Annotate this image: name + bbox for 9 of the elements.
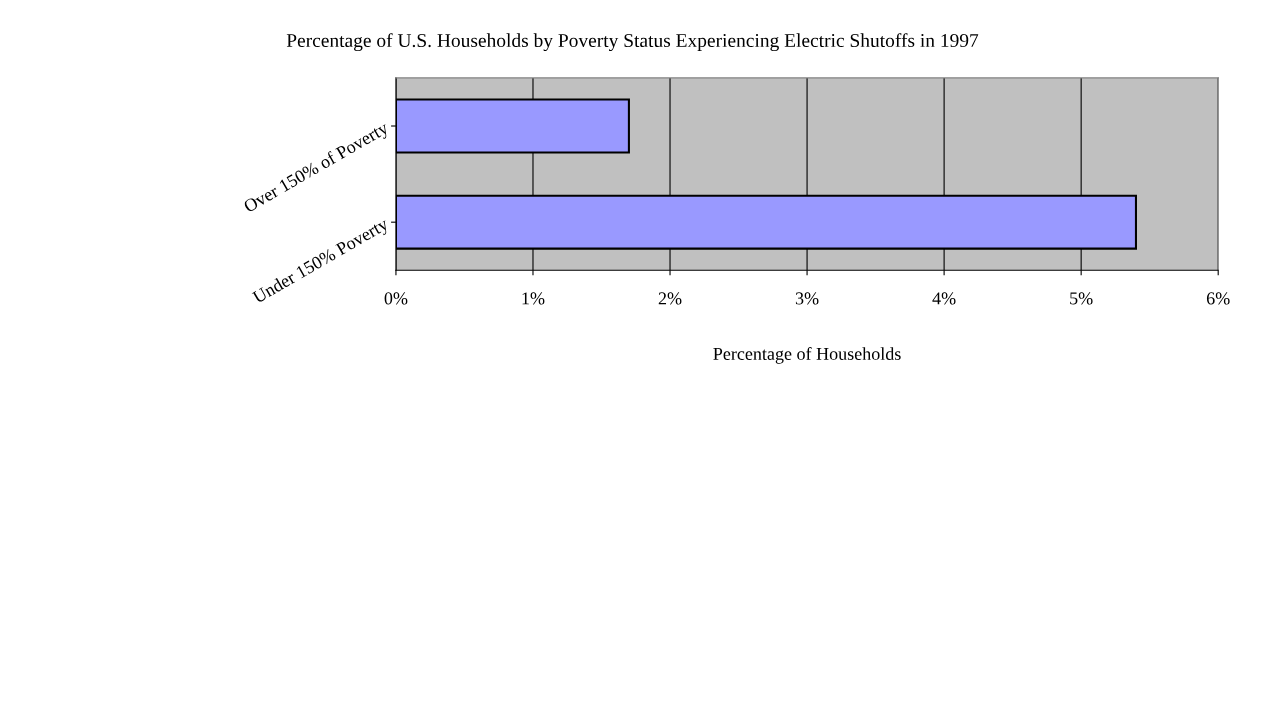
x-tick-label: 2% [658, 292, 682, 305]
x-tick-label: 6% [1206, 292, 1230, 305]
x-tick-label: 4% [932, 292, 956, 305]
chart-title: Percentage of U.S. Households by Poverty Status Experiencing Electric Shutoffs in 1997 [286, 33, 979, 52]
x-axis-title: Percentage of Households [713, 347, 901, 364]
x-tick-label: 5% [1070, 292, 1093, 305]
x-tick-label: 1% [522, 292, 545, 305]
x-tick-label: 3% [795, 292, 819, 305]
x-tick-label: 0% [384, 292, 408, 305]
